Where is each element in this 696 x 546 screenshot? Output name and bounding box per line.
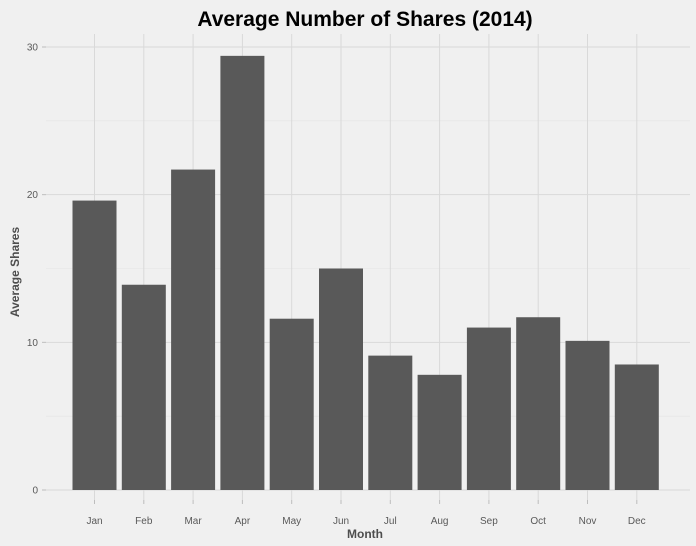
x-tick-label: Mar <box>184 516 202 527</box>
x-tick-label: Aug <box>431 516 449 527</box>
bar-mar <box>171 169 216 490</box>
x-tick-label: Jul <box>384 516 397 527</box>
y-tick-label: 30 <box>27 43 39 54</box>
bars <box>72 55 659 491</box>
bar-aug <box>417 374 462 490</box>
x-tick-label: Jan <box>86 516 102 527</box>
bar-oct <box>516 317 561 490</box>
x-tick-label: Nov <box>579 516 597 527</box>
bar-nov <box>565 340 610 490</box>
bar-jan <box>72 200 117 490</box>
bar-sep <box>466 327 511 490</box>
x-tick-label: May <box>282 516 301 527</box>
x-tick-label: Oct <box>530 516 546 527</box>
x-tick-label: Jun <box>333 516 349 527</box>
bar-jun <box>319 268 363 490</box>
bar-may <box>269 318 314 490</box>
x-tick-label: Dec <box>628 516 646 527</box>
x-axis-ticks: Jan Feb Mar Apr May Jun Jul Aug Sep Oct Nov Dec <box>86 500 646 527</box>
y-tick-label: 0 <box>32 486 38 497</box>
bar-dec <box>614 364 659 490</box>
bar-jul <box>368 355 413 490</box>
x-tick-label: Sep <box>480 516 498 527</box>
bar-apr <box>220 55 265 491</box>
x-tick-label: Feb <box>135 516 153 527</box>
bar-feb <box>121 284 166 490</box>
y-axis-ticks: 0 10 20 30 <box>27 43 46 497</box>
y-axis-title: Average Shares <box>8 227 22 318</box>
x-axis-title: Month <box>347 527 383 541</box>
y-tick-label: 20 <box>27 190 39 201</box>
x-tick-label: Apr <box>235 516 251 527</box>
chart-title: Average Number of Shares (2014) <box>197 8 532 31</box>
y-tick-label: 10 <box>27 338 39 349</box>
